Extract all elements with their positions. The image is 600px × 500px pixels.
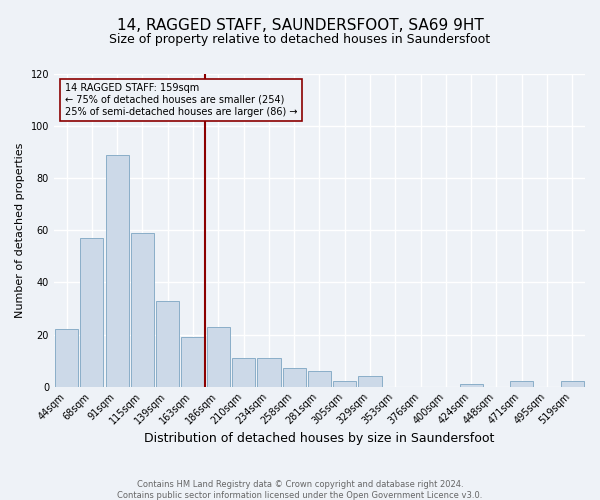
Text: Size of property relative to detached houses in Saundersfoot: Size of property relative to detached ho… (109, 32, 491, 46)
Bar (80, 238, 103, 386)
Bar (206, 326, 230, 386)
Y-axis label: Number of detached properties: Number of detached properties (15, 142, 25, 318)
Bar (283, 368, 306, 386)
Bar (156, 300, 179, 386)
Bar (106, 155, 129, 386)
Bar (257, 358, 281, 386)
Text: 14 RAGGED STAFF: 159sqm
← 75% of detached houses are smaller (254)
25% of semi-d: 14 RAGGED STAFF: 159sqm ← 75% of detache… (65, 84, 297, 116)
Bar (55, 330, 78, 386)
Bar (308, 371, 331, 386)
Bar (358, 376, 382, 386)
Bar (561, 382, 584, 386)
Bar (333, 382, 356, 386)
Text: Contains HM Land Registry data © Crown copyright and database right 2024.: Contains HM Land Registry data © Crown c… (137, 480, 463, 489)
Text: 14, RAGGED STAFF, SAUNDERSFOOT, SA69 9HT: 14, RAGGED STAFF, SAUNDERSFOOT, SA69 9HT (116, 18, 484, 32)
Bar (460, 384, 483, 386)
Bar (232, 358, 255, 386)
Bar (181, 337, 205, 386)
Text: Contains public sector information licensed under the Open Government Licence v3: Contains public sector information licen… (118, 491, 482, 500)
Bar (510, 382, 533, 386)
X-axis label: Distribution of detached houses by size in Saundersfoot: Distribution of detached houses by size … (144, 432, 494, 445)
Bar (131, 233, 154, 386)
